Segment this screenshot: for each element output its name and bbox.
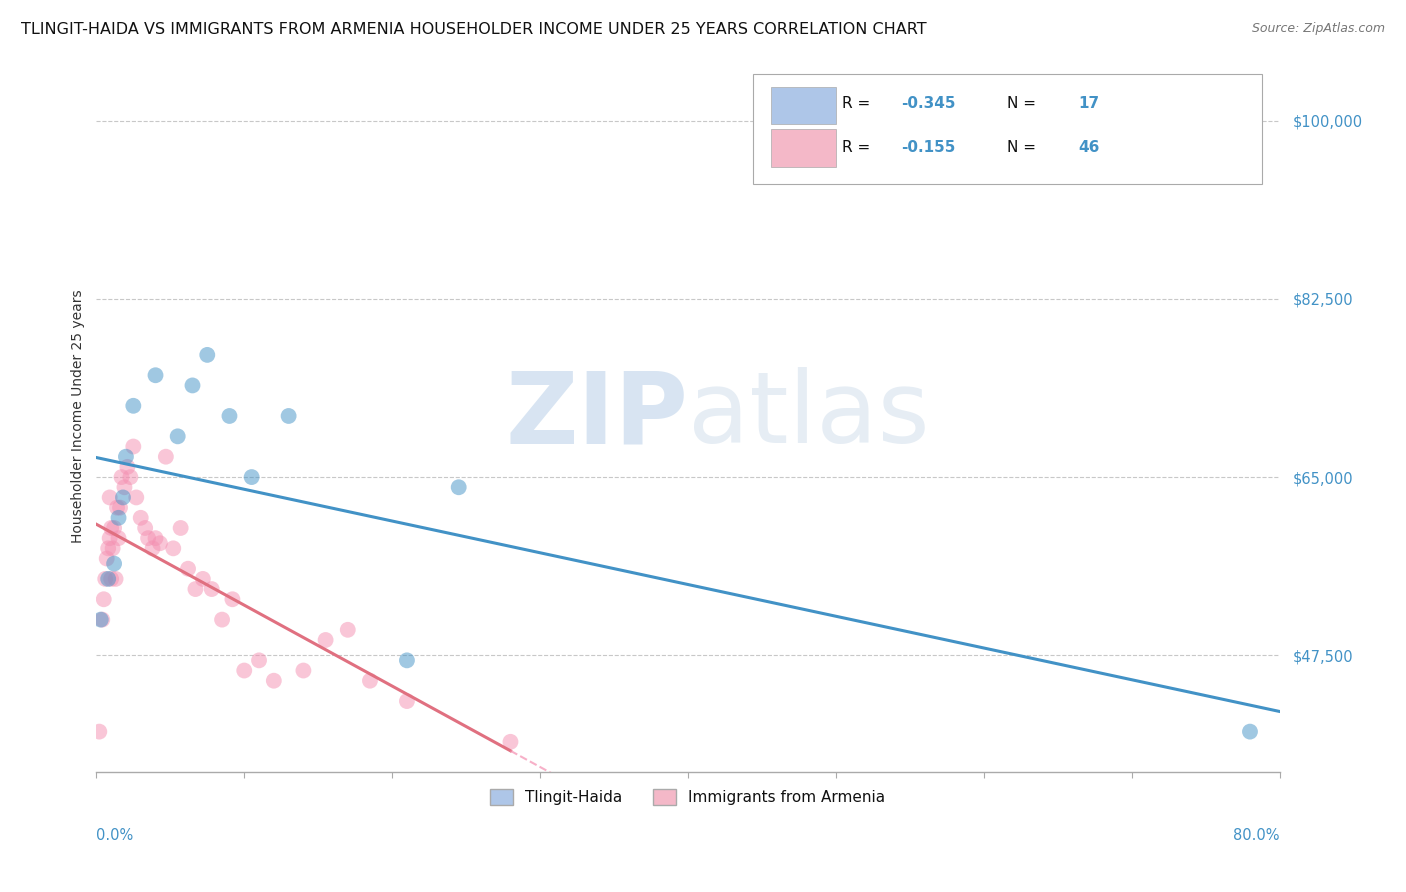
Point bbox=[104, 572, 127, 586]
Point bbox=[155, 450, 177, 464]
Point bbox=[103, 521, 125, 535]
Point bbox=[122, 440, 145, 454]
Point bbox=[103, 557, 125, 571]
Point bbox=[108, 500, 131, 515]
Point bbox=[98, 491, 121, 505]
Text: R =: R = bbox=[842, 96, 875, 112]
Text: -0.155: -0.155 bbox=[901, 140, 955, 155]
FancyBboxPatch shape bbox=[754, 74, 1261, 185]
Text: 17: 17 bbox=[1078, 96, 1099, 112]
Point bbox=[100, 521, 122, 535]
Point bbox=[125, 491, 148, 505]
Point bbox=[89, 724, 111, 739]
Point bbox=[120, 470, 142, 484]
Point bbox=[134, 521, 156, 535]
Point bbox=[149, 536, 172, 550]
Point bbox=[122, 399, 145, 413]
Point bbox=[1239, 724, 1261, 739]
Point bbox=[115, 450, 138, 464]
Point bbox=[93, 592, 115, 607]
Point bbox=[395, 694, 418, 708]
Point bbox=[136, 531, 159, 545]
Point bbox=[218, 409, 240, 423]
Point bbox=[100, 572, 122, 586]
Point bbox=[105, 500, 128, 515]
Point bbox=[110, 470, 132, 484]
Point bbox=[98, 531, 121, 545]
Point bbox=[447, 480, 470, 494]
Point bbox=[195, 348, 218, 362]
Point bbox=[315, 632, 337, 647]
Point bbox=[201, 582, 224, 596]
Point bbox=[181, 378, 204, 392]
Text: 80.0%: 80.0% bbox=[1233, 829, 1279, 843]
Y-axis label: Householder Income Under 25 years: Householder Income Under 25 years bbox=[72, 289, 86, 543]
Point bbox=[145, 531, 167, 545]
Text: N =: N = bbox=[1008, 140, 1042, 155]
Point bbox=[90, 613, 112, 627]
Point bbox=[145, 368, 167, 383]
Text: N =: N = bbox=[1008, 96, 1042, 112]
Point bbox=[107, 510, 129, 524]
Point bbox=[166, 429, 188, 443]
Point bbox=[211, 613, 233, 627]
Point bbox=[191, 572, 214, 586]
Point bbox=[247, 653, 270, 667]
Point bbox=[263, 673, 285, 688]
Point bbox=[336, 623, 359, 637]
Point bbox=[177, 562, 200, 576]
Text: -0.345: -0.345 bbox=[901, 96, 956, 112]
Point bbox=[292, 664, 315, 678]
Point bbox=[107, 531, 129, 545]
Text: R =: R = bbox=[842, 140, 875, 155]
Point bbox=[96, 551, 118, 566]
Text: ZIP: ZIP bbox=[505, 368, 688, 465]
Point bbox=[221, 592, 243, 607]
Point bbox=[499, 735, 522, 749]
Point bbox=[91, 613, 114, 627]
Text: Source: ZipAtlas.com: Source: ZipAtlas.com bbox=[1251, 22, 1385, 36]
Point bbox=[111, 491, 134, 505]
Point bbox=[162, 541, 184, 556]
Point bbox=[97, 572, 120, 586]
Point bbox=[233, 664, 256, 678]
Point bbox=[359, 673, 381, 688]
Point bbox=[117, 459, 139, 474]
Point bbox=[184, 582, 207, 596]
Point bbox=[94, 572, 117, 586]
Point bbox=[169, 521, 191, 535]
Legend: Tlingit-Haida, Immigrants from Armenia: Tlingit-Haida, Immigrants from Armenia bbox=[484, 783, 891, 811]
Point bbox=[129, 510, 152, 524]
Text: 46: 46 bbox=[1078, 140, 1099, 155]
Point bbox=[114, 480, 136, 494]
Point bbox=[240, 470, 263, 484]
Point bbox=[142, 541, 165, 556]
Point bbox=[277, 409, 299, 423]
FancyBboxPatch shape bbox=[770, 129, 835, 167]
Text: 0.0%: 0.0% bbox=[97, 829, 134, 843]
FancyBboxPatch shape bbox=[770, 87, 835, 124]
Point bbox=[101, 541, 124, 556]
Text: TLINGIT-HAIDA VS IMMIGRANTS FROM ARMENIA HOUSEHOLDER INCOME UNDER 25 YEARS CORRE: TLINGIT-HAIDA VS IMMIGRANTS FROM ARMENIA… bbox=[21, 22, 927, 37]
Point bbox=[97, 541, 120, 556]
Point bbox=[395, 653, 418, 667]
Text: atlas: atlas bbox=[688, 368, 929, 465]
